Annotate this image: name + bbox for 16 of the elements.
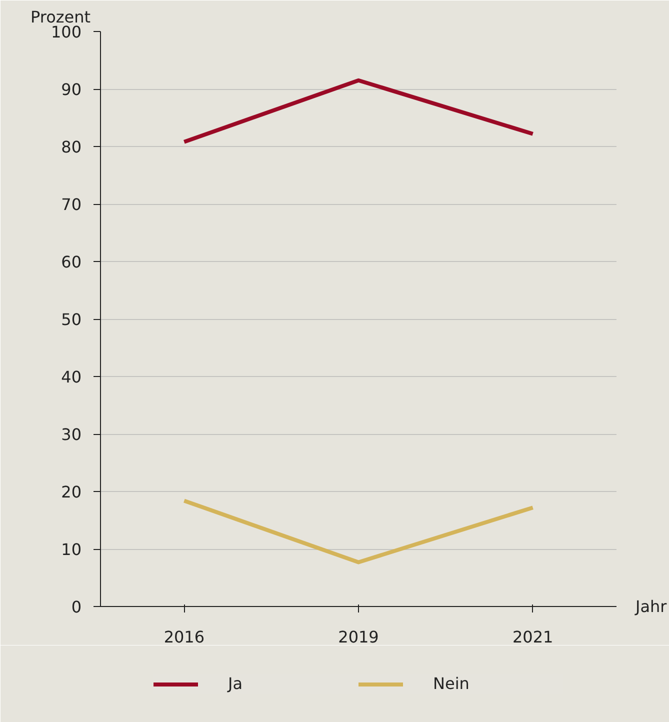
x-tick-label: 2021 xyxy=(512,628,554,646)
legend-label: Ja xyxy=(228,674,244,693)
y-tick-label: 50 xyxy=(61,310,82,329)
y-tick-label: 10 xyxy=(61,540,82,559)
y-tick-label: 30 xyxy=(61,425,82,444)
x-tick-label: 2019 xyxy=(338,628,379,646)
y-tick-label: 80 xyxy=(61,138,82,156)
y-tick-label: 70 xyxy=(61,195,82,214)
y-tick-label: 60 xyxy=(61,252,82,272)
y-tick-label: 90 xyxy=(61,80,82,99)
y-tick-label: 0 xyxy=(71,598,82,616)
legend-label: Nein xyxy=(433,674,470,693)
x-tick-label: 2016 xyxy=(164,628,205,646)
y-tick-label: 20 xyxy=(61,482,82,502)
y-tick-label: 40 xyxy=(61,368,82,386)
x-axis-title: Jahr xyxy=(634,597,668,616)
